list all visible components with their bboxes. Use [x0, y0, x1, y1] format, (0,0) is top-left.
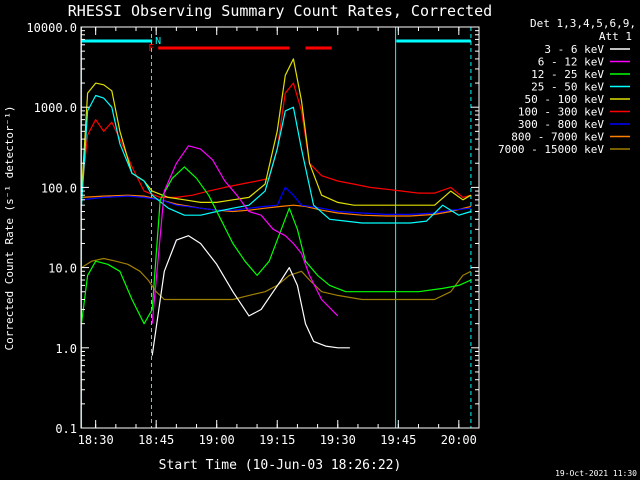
series-line-4 — [81, 58, 472, 206]
series-line-8 — [81, 257, 472, 301]
plot-area — [81, 27, 472, 428]
series-line-2 — [81, 166, 472, 325]
x-tick-label-0: 18:30 — [78, 433, 114, 447]
legend-label-7: 800 - 7000 keV — [511, 131, 604, 144]
series-line-0 — [151, 235, 350, 356]
y-tick-label-3: 100.0 — [41, 181, 77, 195]
legend-label-1: 6 - 12 keV — [538, 56, 605, 69]
legend-label-0: 3 - 6 keV — [544, 43, 604, 56]
x-tick-label-4: 19:30 — [320, 433, 356, 447]
x-tick-label-2: 19:00 — [199, 433, 235, 447]
x-tick-label-1: 18:45 — [138, 433, 174, 447]
x-axis-label: Start Time (10-Jun-03 18:26:22) — [159, 458, 402, 473]
legend-label-6: 300 - 800 keV — [518, 118, 604, 131]
series-line-5 — [81, 82, 472, 198]
series-line-3 — [81, 94, 472, 224]
y-tick-label-1: 1.0 — [55, 342, 77, 356]
flag-n-label: N — [155, 36, 161, 47]
series-line-1 — [151, 145, 339, 324]
legend-label-5: 100 - 300 keV — [518, 106, 604, 119]
y-tick-label-0: 0.1 — [55, 422, 77, 436]
x-tick-label-6: 20:00 — [441, 433, 477, 447]
legend-label-2: 12 - 25 keV — [531, 68, 604, 81]
y-tick-label-5: 10000.0 — [26, 21, 77, 35]
legend-header-line-1: Det 1,3,4,5,6,9, — [530, 17, 636, 30]
y-tick-label-4: 1000.0 — [34, 101, 77, 115]
series-line-7 — [81, 194, 472, 217]
legend-label-3: 25 - 50 keV — [531, 81, 604, 94]
y-tick-label-2: 10.0 — [48, 262, 77, 276]
legend-label-4: 50 - 100 keV — [525, 93, 605, 106]
x-tick-label-3: 19:15 — [259, 433, 295, 447]
legend-header-line-2: Att 1 — [599, 30, 632, 43]
x-tick-label-5: 19:45 — [380, 433, 416, 447]
chart-title: RHESSI Observing Summary Count Rates, Co… — [68, 2, 492, 20]
flag-f-label: F — [148, 43, 154, 54]
y-axis-label: Corrected Count Rate (s⁻¹ detector⁻¹) — [3, 105, 16, 350]
legend-label-8: 7000 - 15000 keV — [498, 143, 604, 156]
series-line-6 — [81, 186, 471, 215]
footer-timestamp: 19-Oct-2021 11:30 — [555, 469, 637, 478]
plot-frame — [80, 26, 480, 429]
